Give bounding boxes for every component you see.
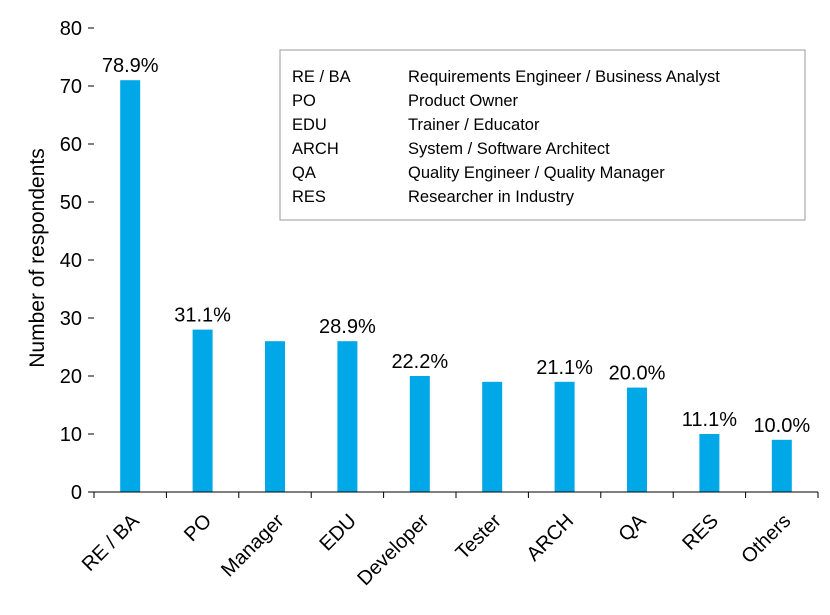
x-tick-label: Developer — [353, 510, 433, 590]
legend-desc: Researcher in Industry — [408, 188, 575, 206]
y-tick-label: 80 — [60, 18, 82, 40]
data-labels: 78.9% 31.1% 28.9% 22.2% 21.1% 20.0% 11.1% 10.0% — [102, 55, 811, 437]
y-tick-label: 10 — [60, 424, 82, 446]
data-label: 21.1% — [536, 357, 593, 379]
y-tick-label: 20 — [60, 366, 82, 388]
bar-manager — [265, 341, 285, 492]
bar-tester — [482, 381, 503, 492]
data-label: 10.0% — [753, 415, 810, 437]
x-tick-label: QA — [615, 510, 651, 546]
data-label: 20.0% — [609, 363, 666, 385]
legend-desc: Requirements Engineer / Business Analyst — [408, 68, 720, 86]
legend-frame — [279, 49, 806, 221]
x-tick-label: Others — [737, 510, 795, 568]
x-tick-label: RES — [678, 510, 723, 555]
x-tick-label: EDU — [316, 510, 361, 555]
legend-abbr: ARCH — [292, 140, 339, 158]
bar-re-ba — [120, 80, 141, 492]
bar-arch — [554, 381, 575, 492]
legend-abbr: PO — [292, 92, 316, 110]
legend-box: RE / BA Requirements Engineer / Business … — [279, 49, 806, 221]
y-axis-label: Number of respondents — [26, 148, 49, 367]
bar-others — [771, 439, 792, 492]
x-tick-label: Tester — [452, 510, 506, 564]
data-label: 22.2% — [391, 351, 448, 373]
bar-qa — [627, 387, 647, 492]
legend-abbr: QA — [292, 164, 316, 182]
y-tick-label: 0 — [71, 482, 82, 504]
x-tick-label: RE / BA — [78, 510, 144, 576]
legend-desc: Quality Engineer / Quality Manager — [408, 164, 665, 182]
y-axis-ticks: 0 10 20 30 40 50 60 70 80 — [60, 18, 94, 504]
y-tick-label: 60 — [60, 134, 82, 156]
legend-desc: Product Owner — [408, 92, 519, 110]
bar-developer — [409, 376, 430, 492]
data-label: 78.9% — [102, 55, 159, 77]
legend-desc: Trainer / Educator — [408, 116, 540, 134]
bar-po — [192, 329, 213, 492]
legend-abbr: RE / BA — [292, 68, 351, 86]
y-tick-label: 30 — [60, 308, 82, 330]
bar-res — [699, 434, 720, 492]
x-tick-label: ARCH — [523, 510, 579, 566]
legend-abbr: RES — [292, 188, 326, 206]
bar-edu — [337, 341, 358, 492]
legend-desc: System / Software Architect — [408, 140, 610, 158]
bars — [120, 80, 792, 492]
y-tick-label: 70 — [60, 76, 82, 98]
data-label: 11.1% — [682, 409, 737, 431]
y-tick-label: 40 — [60, 250, 82, 272]
y-tick-label: 50 — [60, 192, 82, 214]
legend-abbr: EDU — [292, 116, 327, 134]
data-label: 28.9% — [319, 316, 376, 338]
data-label: 31.1% — [174, 305, 231, 327]
x-tick-label: PO — [180, 510, 216, 546]
x-tick-label: Manager — [217, 510, 289, 582]
